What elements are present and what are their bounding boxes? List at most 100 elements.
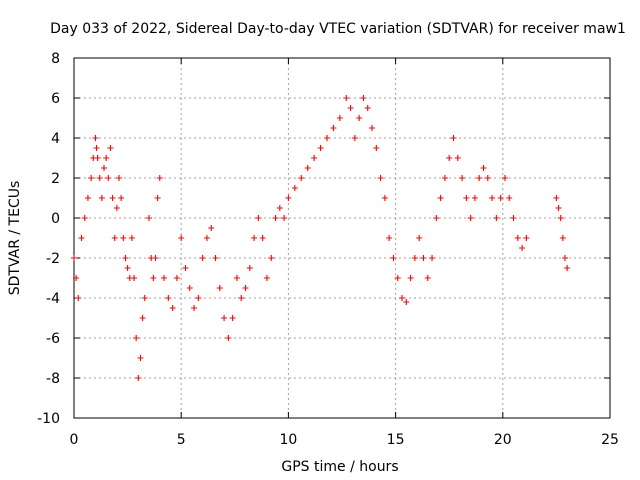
data-point <box>347 105 354 111</box>
data-point <box>78 235 85 241</box>
data-point <box>135 375 142 381</box>
y-tick-label: 2 <box>51 171 60 187</box>
data-point <box>403 299 410 305</box>
data-point <box>497 195 504 201</box>
data-point <box>298 175 305 181</box>
data-point <box>471 195 478 201</box>
x-tick-label: 5 <box>177 432 186 448</box>
data-point <box>156 175 163 181</box>
y-tick-label: 0 <box>51 211 60 227</box>
data-point <box>399 295 406 301</box>
x-tick-label: 25 <box>601 432 619 448</box>
data-point <box>441 175 448 181</box>
data-point <box>561 255 568 261</box>
data-point <box>146 215 153 221</box>
data-point <box>120 235 127 241</box>
data-point <box>229 315 236 321</box>
data-point <box>242 285 249 291</box>
data-point <box>103 155 110 161</box>
y-tick-labels: -10 -8 -6 -4 -2 0 2 4 6 8 <box>37 51 60 427</box>
gridlines <box>74 58 610 418</box>
data-point <box>93 145 100 151</box>
data-point <box>463 195 470 201</box>
data-point <box>416 235 423 241</box>
data-point <box>246 265 253 271</box>
x-tick-label: 15 <box>387 432 405 448</box>
data-point <box>259 235 266 241</box>
data-point <box>150 275 157 281</box>
data-point <box>109 195 116 201</box>
data-point <box>411 255 418 261</box>
data-point <box>94 155 101 161</box>
data-point <box>407 275 414 281</box>
data-point <box>317 145 324 151</box>
data-point <box>394 275 401 281</box>
data-point <box>514 235 521 241</box>
data-point <box>186 285 193 291</box>
data-point <box>133 335 140 341</box>
data-point <box>330 125 337 131</box>
data-point <box>553 195 560 201</box>
data-point <box>124 265 131 271</box>
data-point <box>81 215 88 221</box>
data-point <box>161 275 168 281</box>
data-point <box>251 235 258 241</box>
data-point <box>75 295 82 301</box>
data-point <box>116 175 123 181</box>
data-point <box>233 275 240 281</box>
data-point <box>212 255 219 261</box>
y-tick-label: 8 <box>51 51 60 67</box>
data-point <box>476 175 483 181</box>
data-point <box>88 175 95 181</box>
data-point <box>128 235 135 241</box>
data-point <box>113 205 120 211</box>
data-point <box>71 255 77 261</box>
y-tick-label: -10 <box>37 411 60 427</box>
data-point <box>450 135 457 141</box>
x-tick-label: 10 <box>279 432 297 448</box>
y-tick-label: -8 <box>46 371 60 387</box>
data-point <box>291 185 298 191</box>
data-point <box>73 275 80 281</box>
data-point <box>519 245 526 251</box>
data-point <box>364 105 371 111</box>
data-point <box>429 255 436 261</box>
data-point <box>84 195 91 201</box>
data-point <box>154 195 161 201</box>
y-tick-label: -2 <box>46 251 60 267</box>
y-axis-label: SDTVAR / TECUs <box>7 181 23 296</box>
data-point <box>169 305 176 311</box>
data-point <box>122 255 129 261</box>
data-point <box>152 255 159 261</box>
data-point <box>424 275 431 281</box>
y-tick-label: -6 <box>46 331 60 347</box>
x-tick-label: 0 <box>70 432 79 448</box>
data-point <box>173 275 180 281</box>
x-tick-label: 20 <box>494 432 512 448</box>
data-point <box>139 315 146 321</box>
data-point <box>373 145 380 151</box>
data-point <box>216 285 223 291</box>
data-point <box>263 275 270 281</box>
data-point <box>107 145 114 151</box>
data-point <box>433 215 440 221</box>
data-point <box>467 215 474 221</box>
data-point <box>221 315 228 321</box>
data-point <box>420 255 427 261</box>
data-point <box>506 195 513 201</box>
x-tick-labels: 0 5 10 15 20 25 <box>70 432 619 448</box>
data-point <box>137 355 144 361</box>
data-point <box>131 275 138 281</box>
data-point <box>343 95 350 101</box>
data-point <box>369 125 376 131</box>
data-point <box>195 295 202 301</box>
data-point <box>390 255 397 261</box>
data-point <box>356 115 363 121</box>
data-point <box>377 175 384 181</box>
data-point <box>118 195 125 201</box>
data-point <box>501 175 508 181</box>
data-point <box>523 235 530 241</box>
x-axis-label: GPS time / hours <box>281 459 398 475</box>
y-tick-label: -4 <box>46 291 60 307</box>
data-point <box>98 195 105 201</box>
